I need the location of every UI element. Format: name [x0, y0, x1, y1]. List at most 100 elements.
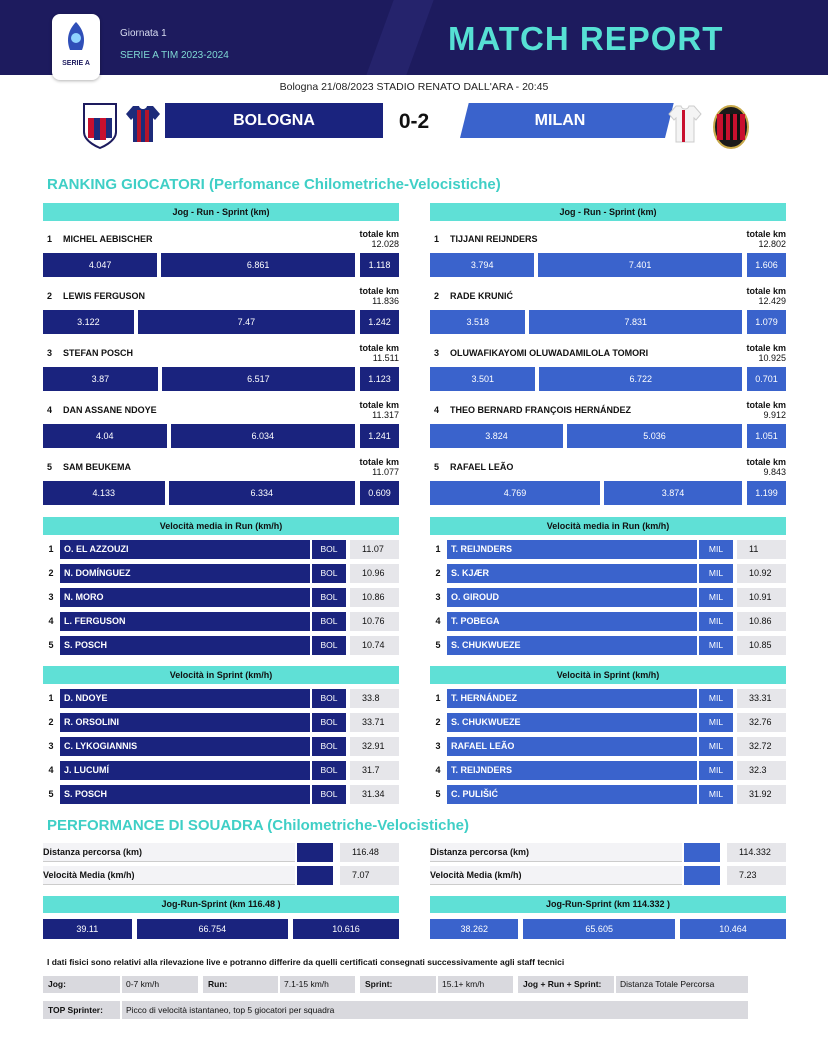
- speed-value: 11: [737, 540, 786, 559]
- team-code: MIL: [699, 761, 733, 780]
- total-label: totale km: [746, 400, 786, 410]
- run-bar: 65.605: [523, 919, 675, 939]
- rank: 2: [48, 717, 54, 727]
- speed-value: 10.92: [737, 564, 786, 583]
- home-team: BOLOGNA: [165, 103, 383, 138]
- speed-value: 10.74: [350, 636, 399, 655]
- player-name: RAFAEL LEÃO: [450, 462, 514, 472]
- player-name: N. MORO: [60, 588, 310, 607]
- player-name: STEFAN POSCH: [63, 348, 134, 358]
- rank: 2: [435, 717, 441, 727]
- sprint-bar: 10.616: [293, 919, 399, 939]
- player-name: S. KJÆR: [447, 564, 697, 583]
- player-name: LEWIS FERGUSON: [63, 291, 146, 301]
- rank: 1: [435, 693, 441, 703]
- run-bar: 5.036: [566, 424, 742, 448]
- total-value: 11.511: [372, 353, 399, 363]
- player-name: C. LYKOGIANNIS: [60, 737, 310, 756]
- rank: 4: [48, 616, 54, 626]
- stat-value: 7.07: [340, 866, 399, 885]
- total-value: 9.912: [763, 410, 786, 420]
- total-label: totale km: [359, 229, 399, 239]
- jog-bar: 3.87: [43, 367, 158, 391]
- rank: 3: [435, 741, 441, 751]
- player-name: THEO BERNARD FRANÇOIS HERNÁNDEZ: [450, 405, 632, 415]
- speed-value: 32.72: [737, 737, 786, 756]
- jog-bar: 4.769: [430, 481, 600, 505]
- stat-block: [684, 866, 720, 885]
- rank: 2: [47, 291, 53, 301]
- player-name: T. POBEGA: [447, 612, 697, 631]
- speed-value: 32.76: [737, 713, 786, 732]
- player-name: S. CHUKWUEZE: [447, 636, 697, 655]
- run-bar: 6.517: [161, 367, 355, 391]
- team-code: BOL: [312, 564, 346, 583]
- rank: 5: [435, 789, 441, 799]
- player-name: S. POSCH: [60, 636, 310, 655]
- legend-label: Jog:: [43, 976, 120, 993]
- team-code: MIL: [699, 689, 733, 708]
- rank: 3: [48, 592, 54, 602]
- away-jersey: [668, 105, 702, 143]
- team-code: MIL: [699, 737, 733, 756]
- section-header: Velocità in Sprint (km/h): [430, 666, 786, 684]
- player-name: R. ORSOLINI: [60, 713, 310, 732]
- team-code: BOL: [312, 588, 346, 607]
- speed-value: 32.91: [350, 737, 399, 756]
- speed-value: 31.34: [350, 785, 399, 804]
- sprint-bar: 1.051: [747, 424, 786, 448]
- player-name: T. REIJNDERS: [447, 540, 697, 559]
- team-code: BOL: [312, 636, 346, 655]
- total-value: 12.429: [758, 296, 786, 306]
- legend-value: Picco di velocità istantaneo, top 5 gioc…: [122, 1001, 748, 1019]
- rank: 2: [435, 568, 441, 578]
- section-header: Velocità media in Run (km/h): [430, 517, 786, 535]
- total-label: totale km: [746, 457, 786, 467]
- total-label: totale km: [746, 286, 786, 296]
- stat-block: [684, 843, 720, 862]
- run-bar: 7.47: [137, 310, 355, 334]
- rank: 5: [47, 462, 53, 472]
- rank: 1: [48, 544, 54, 554]
- sprint-bar: 1.241: [360, 424, 399, 448]
- jog-bar: 4.047: [43, 253, 158, 277]
- team-code: BOL: [312, 737, 346, 756]
- legend-label: Jog + Run + Sprint:: [518, 976, 614, 993]
- total-value: 12.802: [758, 239, 786, 249]
- away-crest: [713, 105, 749, 149]
- rank: 4: [435, 616, 441, 626]
- stat-value: 116.48: [340, 843, 399, 862]
- speed-value: 33.71: [350, 713, 399, 732]
- player-name: SAM BEUKEMA: [63, 462, 132, 472]
- rank: 1: [47, 234, 53, 244]
- team-code: BOL: [312, 713, 346, 732]
- team-code: BOL: [312, 689, 346, 708]
- jog-bar: 3.518: [430, 310, 526, 334]
- legend-value: Distanza Totale Percorsa: [616, 976, 748, 993]
- player-name: S. CHUKWUEZE: [447, 713, 697, 732]
- rank: 1: [435, 544, 441, 554]
- player-name: N. DOMÍNGUEZ: [60, 564, 310, 583]
- rank: 2: [434, 291, 440, 301]
- speed-value: 31.92: [737, 785, 786, 804]
- total-value: 11.836: [372, 296, 399, 306]
- total-label: totale km: [746, 229, 786, 239]
- run-bar: 66.754: [136, 919, 288, 939]
- speed-value: 32.3: [737, 761, 786, 780]
- section-header: Jog-Run-Sprint (km 114.332 ): [430, 896, 786, 913]
- run-bar: 6.861: [161, 253, 355, 277]
- player-name: MICHEL AEBISCHER: [63, 234, 153, 244]
- player-name: D. NDOYE: [60, 689, 310, 708]
- logo-text: SERIE A: [62, 60, 90, 67]
- player-name: S. POSCH: [60, 785, 310, 804]
- sprint-bar: 1.242: [360, 310, 399, 334]
- rank: 3: [435, 592, 441, 602]
- run-bar: 6.034: [170, 424, 355, 448]
- player-name: L. FERGUSON: [60, 612, 310, 631]
- jog-bar: 4.04: [43, 424, 167, 448]
- logo-mark: [68, 22, 84, 50]
- player-name: T. REIJNDERS: [447, 761, 697, 780]
- speed-value: 10.91: [737, 588, 786, 607]
- jog-bar: 3.501: [430, 367, 536, 391]
- rank: 4: [48, 765, 54, 775]
